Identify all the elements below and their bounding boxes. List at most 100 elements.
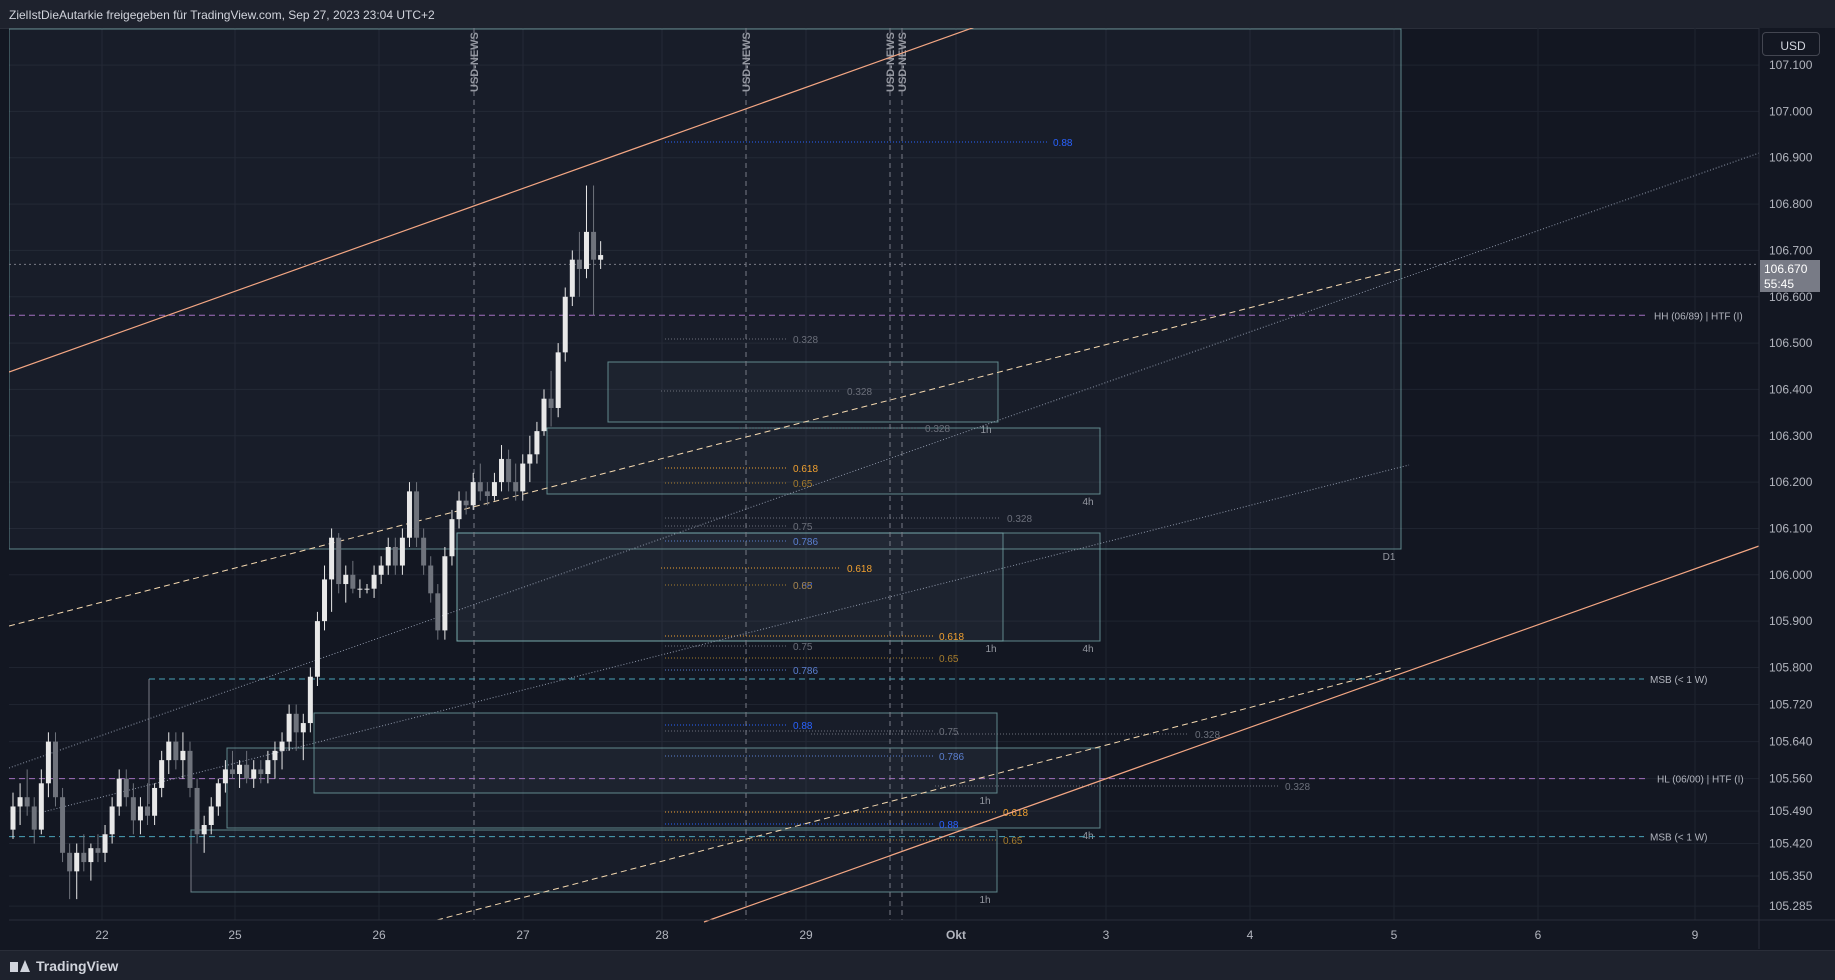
candle-body xyxy=(159,760,165,788)
price-tick-label: 106.600 xyxy=(1769,290,1813,304)
candle-body xyxy=(506,458,512,483)
zone-box xyxy=(313,712,998,794)
candle-body xyxy=(229,769,235,775)
candle-body xyxy=(513,482,519,492)
price-tick-label: 105.560 xyxy=(1769,772,1813,786)
zone-timeframe-label: 1h xyxy=(985,644,996,655)
bottom-bar: TradingView xyxy=(0,950,1835,980)
candle-body xyxy=(442,556,448,631)
candle-body xyxy=(392,546,398,566)
candle-body xyxy=(463,500,469,506)
currency-button[interactable]: USD xyxy=(1762,32,1820,56)
candles xyxy=(10,185,604,900)
fib-label: 0.65 xyxy=(1003,836,1023,847)
candle-body xyxy=(215,783,221,807)
candle-body xyxy=(88,848,94,863)
fib-label: 0.75 xyxy=(793,522,813,533)
price-tick-label: 105.285 xyxy=(1769,899,1813,913)
price-tick-label: 105.720 xyxy=(1769,698,1813,712)
time-tick-label: 26 xyxy=(372,928,386,942)
fib-label: 0.88 xyxy=(939,820,959,831)
fib-label: 0.328 xyxy=(847,387,872,398)
candle-body xyxy=(491,482,497,497)
price-axis[interactable]: 107.100 107.000 106.900 106.800 106.700 106.6… xyxy=(1758,28,1835,949)
price-tick-label: 106.100 xyxy=(1769,521,1813,535)
candle-body xyxy=(449,519,455,557)
chart-svg[interactable]: D11h4h1h4h1h4h1h USD-NEWSUSD-NEWSUSD-NEW… xyxy=(9,28,1835,949)
candle-body xyxy=(102,834,108,853)
candle-body xyxy=(95,848,101,853)
price-tick-label: 106.500 xyxy=(1769,336,1813,350)
candle-body xyxy=(421,537,427,566)
candle-body xyxy=(470,482,476,506)
price-tick-label: 106.800 xyxy=(1769,197,1813,211)
candle-body xyxy=(378,565,384,575)
trend-channels xyxy=(9,28,1760,923)
price-tick-label: 106.900 xyxy=(1769,151,1813,165)
time-axis[interactable]: 22 25 26 27 28 29 Okt 3 4 5 6 9 xyxy=(9,919,1835,942)
candle-body xyxy=(322,579,328,622)
candle-body xyxy=(109,806,115,835)
fib-label: 0.328 xyxy=(793,335,818,346)
time-tick-label: 28 xyxy=(655,928,669,942)
candle-body xyxy=(251,769,257,779)
candle-body xyxy=(499,458,505,483)
candle-body xyxy=(541,398,547,432)
candle-body xyxy=(52,741,58,798)
candle-body xyxy=(116,778,122,807)
candle-body xyxy=(74,852,80,872)
candle-body xyxy=(484,491,490,497)
candle-body xyxy=(194,787,200,835)
price-tick-label: 106.200 xyxy=(1769,475,1813,489)
fib-label: 0.328 xyxy=(1285,782,1310,793)
candle-body xyxy=(258,769,264,775)
candle-body xyxy=(350,574,356,589)
top-bar: ZielIstDieAutarkie freigegeben für Tradi… xyxy=(0,0,1835,29)
candle-body xyxy=(265,760,271,775)
candle-body xyxy=(555,352,561,408)
channel-upper-line xyxy=(9,28,974,373)
chart-area[interactable]: D11h4h1h4h1h4h1h USD-NEWSUSD-NEWSUSD-NEW… xyxy=(9,28,1835,949)
time-tick-label: 3 xyxy=(1103,928,1110,942)
channel-dotted-line xyxy=(9,152,1760,769)
candle-body xyxy=(598,255,604,260)
candle-body xyxy=(38,783,44,830)
time-tick-label: 4 xyxy=(1247,928,1254,942)
price-tick-label: 107.000 xyxy=(1769,104,1813,118)
fib-label: 0.65 xyxy=(939,654,959,665)
level-label: MSB (< 1 W) xyxy=(1650,675,1708,686)
candle-body xyxy=(279,741,285,751)
zone-box xyxy=(190,829,998,893)
fib-label: 0.75 xyxy=(793,642,813,653)
candle-body xyxy=(591,231,597,260)
news-label: USD-NEWS xyxy=(741,32,753,92)
candle-body xyxy=(520,463,526,492)
last-price: 106.670 xyxy=(1764,262,1808,276)
candle-body xyxy=(527,454,533,464)
fib-label: 0.618 xyxy=(1003,808,1028,819)
candle-body xyxy=(166,741,172,761)
candle-body xyxy=(173,741,179,761)
zone-timeframe-label: 4h xyxy=(1082,644,1093,655)
fib-label: 0.786 xyxy=(793,537,818,548)
candle-body xyxy=(272,750,278,761)
time-tick-label: 27 xyxy=(516,928,530,942)
news-label: USD-NEWS xyxy=(897,32,909,92)
zone-box xyxy=(607,361,999,423)
price-tick-label: 106.000 xyxy=(1769,568,1813,582)
fib-label: 0.65 xyxy=(793,479,813,490)
candle-body xyxy=(336,537,342,585)
price-tick-label: 105.900 xyxy=(1769,614,1813,628)
candle-body xyxy=(548,398,554,408)
fib-label: 0.65 xyxy=(793,581,813,592)
fib-label: 0.786 xyxy=(793,666,818,677)
candle-body xyxy=(137,806,143,821)
candle-body xyxy=(31,806,37,830)
candle-body xyxy=(456,500,462,520)
time-tick-label: 6 xyxy=(1535,928,1542,942)
candle-body xyxy=(314,621,320,677)
time-tick-label: 29 xyxy=(799,928,813,942)
tradingview-logo[interactable]: TradingView xyxy=(10,958,118,974)
fib-label: 0.618 xyxy=(793,464,818,475)
news-markers: USD-NEWS USD-NEWS USD-NEWS USD-NEWS xyxy=(469,28,909,920)
